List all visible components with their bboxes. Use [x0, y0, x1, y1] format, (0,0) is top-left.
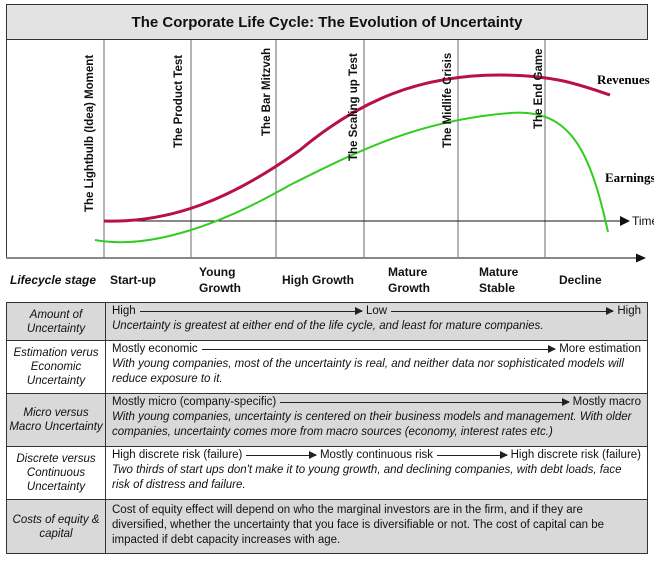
- milestone-label: The Bar Mitzvah: [261, 48, 273, 136]
- stage-mature-growth: Mature Growth: [388, 264, 430, 295]
- milestone-label: The Scaling up Test: [348, 53, 360, 161]
- scale-mid: Low: [365, 305, 388, 317]
- scale-start: Mostly micro (company-specific): [112, 396, 277, 408]
- time-axis-label: Time: [632, 214, 654, 228]
- scale-start: High discrete risk (failure): [112, 449, 243, 461]
- scale-arrow: [246, 451, 317, 459]
- scale-end: Mostly macro: [572, 396, 641, 408]
- row-note: With young companies, most of the uncert…: [112, 358, 624, 385]
- row-note: Uncertainty is greatest at either end of…: [112, 320, 544, 332]
- stage-start-up: Start-up: [110, 272, 156, 287]
- estimation-scale: Mostly economic More estimation: [112, 342, 641, 357]
- earnings-line: [94, 111, 609, 244]
- micro-macro-scale: Mostly micro (company-specific) Mostly m…: [112, 395, 641, 410]
- discrete-scale: High discrete risk (failure) Mostly cont…: [112, 448, 641, 463]
- life-cycle-chart: Time Revenues Earnings The Lightbulb (Id…: [6, 40, 654, 257]
- row-label: Discrete versus Continuous Uncertainty: [7, 447, 106, 499]
- milestone-label: The Midlife Crisis: [442, 53, 454, 148]
- uncertainty-table: Amount of Uncertainty High Low High Unce…: [6, 302, 648, 554]
- milestone-label: The Product Test: [173, 55, 185, 148]
- row-label: Micro versus Macro Uncertainty: [7, 394, 106, 446]
- stage-mature-stable: Mature Stable: [479, 264, 519, 295]
- stage-high-growth: High Growth: [282, 272, 354, 287]
- row-amount-of-uncertainty: Amount of Uncertainty High Low High Unce…: [6, 302, 648, 341]
- revenue-line: [103, 73, 611, 223]
- scale-start: High: [112, 305, 136, 317]
- milestone-label: The End Game: [533, 48, 545, 129]
- row-note: With young companies, uncertainty is cen…: [112, 411, 632, 438]
- milestone-label: The Lightbulb (Idea) Moment: [84, 55, 96, 212]
- row-micro-vs-macro: Micro versus Macro Uncertainty Mostly mi…: [6, 394, 648, 447]
- row-text: Cost of equity effect will depend on who…: [112, 504, 605, 546]
- revenue-label: Revenues: [597, 72, 650, 87]
- stage-dividers: [103, 40, 546, 257]
- row-estimation-vs-economic: Estimation verus Economic Uncertainty Mo…: [6, 341, 648, 394]
- time-axis-arrow: [620, 216, 630, 226]
- scale-mid: Mostly continuous risk: [319, 449, 434, 461]
- page-title: The Corporate Life Cycle: The Evolution …: [6, 4, 648, 40]
- scale-end: More estimation: [559, 343, 641, 355]
- scale-end: High: [617, 305, 642, 317]
- row-label: Estimation verus Economic Uncertainty: [7, 341, 106, 393]
- scale-start: Mostly economic: [112, 343, 198, 355]
- stage-arrow: [6, 253, 646, 263]
- stage-young-growth: Young Growth: [199, 264, 241, 295]
- milestone-labels: The Lightbulb (Idea) Moment The Product …: [84, 48, 545, 212]
- earnings-label: Earnings: [605, 170, 654, 185]
- scale-end: High discrete risk (failure): [510, 449, 641, 461]
- stage-decline: Decline: [559, 272, 602, 287]
- row-label: Costs of equity & capital: [7, 500, 106, 553]
- scale-arrow: [139, 307, 364, 315]
- scale-arrow: [201, 345, 556, 353]
- lifecycle-stage-row: Lifecycle stage Start-up Young Growth Hi…: [6, 257, 648, 302]
- row-note: Two thirds of start ups don't make it to…: [112, 464, 622, 491]
- row-label: Amount of Uncertainty: [7, 303, 106, 340]
- row-discrete-vs-continuous: Discrete versus Continuous Uncertainty H…: [6, 447, 648, 500]
- scale-arrow: [280, 398, 571, 406]
- uncertainty-scale: High Low High: [112, 304, 641, 319]
- lifecycle-stage-label: Lifecycle stage: [10, 272, 97, 287]
- row-costs-of-capital: Costs of equity & capital Cost of equity…: [6, 500, 648, 554]
- scale-arrow: [391, 307, 615, 315]
- scale-arrow: [437, 451, 508, 459]
